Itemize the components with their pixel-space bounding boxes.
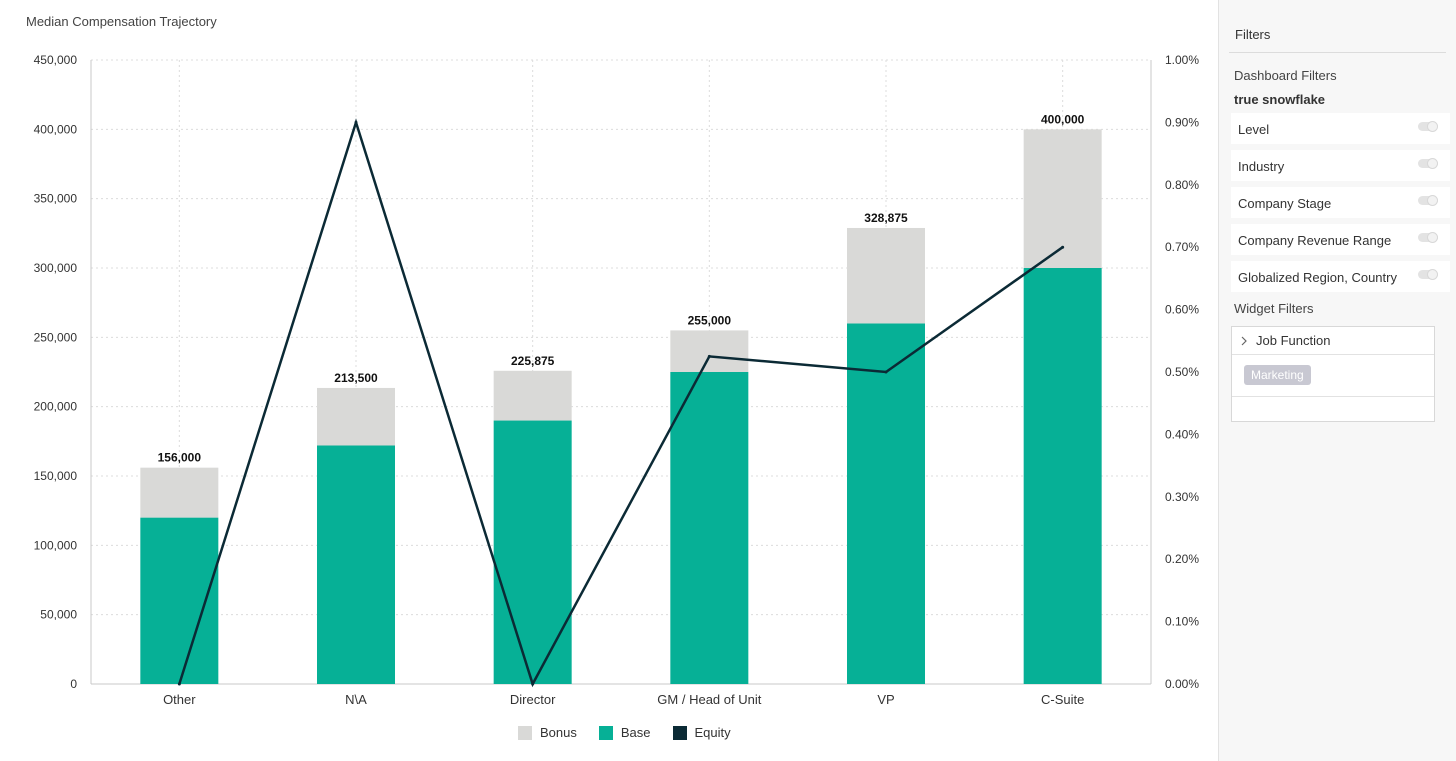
filter-toggle-company-revenue-range[interactable] (1418, 232, 1438, 243)
equity-point (354, 120, 358, 124)
x-tick-label: C-Suite (1041, 692, 1084, 707)
bar-total-label: 400,000 (1041, 112, 1085, 126)
bar-total-label: 213,500 (334, 371, 378, 385)
job-function-values: Marketing (1232, 355, 1434, 397)
filter-item-company-stage[interactable]: Company Stage (1231, 187, 1450, 218)
y-right-tick-label: 0.80% (1165, 178, 1199, 192)
y-right-tick-label: 0.10% (1165, 615, 1199, 629)
filter-group-name: true snowflake (1234, 92, 1326, 107)
x-tick-label: GM / Head of Unit (657, 692, 761, 707)
x-tick-label: Other (163, 692, 196, 707)
legend-label-equity: Equity (694, 725, 731, 740)
job-function-header[interactable]: Job Function (1232, 327, 1434, 355)
y-left-tick-label: 200,000 (34, 400, 78, 414)
filter-item-label: Globalized Region, Country (1238, 270, 1397, 285)
legend-swatch-base (598, 725, 613, 740)
y-right-tick-label: 0.50% (1165, 365, 1199, 379)
legend-item-bonus[interactable]: Bonus (518, 725, 577, 740)
equity-point (177, 682, 181, 686)
bar-base (670, 372, 749, 684)
y-left-tick-label: 450,000 (34, 53, 78, 67)
filter-item-industry[interactable]: Industry (1231, 150, 1450, 181)
filter-toggle-company-stage[interactable] (1418, 195, 1438, 206)
chevron-right-icon (1241, 336, 1247, 345)
bar-bonus (670, 330, 749, 372)
bar-base (317, 445, 395, 684)
filter-item-label: Industry (1238, 159, 1285, 174)
y-left-tick-label: 150,000 (34, 469, 78, 483)
compensation-chart: 0 50,000 100,000 150,000 200,000 250,000 300,0… (34, 53, 1200, 707)
y-left-tick-label: 250,000 (34, 330, 78, 344)
bar-bonus (847, 227, 925, 324)
job-function-label: Job Function (1256, 333, 1331, 348)
filter-item-level[interactable]: Level (1231, 113, 1450, 144)
y-right-tick-label: 1.00% (1165, 53, 1199, 67)
y-left-tick-label: 350,000 (34, 192, 78, 206)
series-line-equity (178, 118, 1064, 688)
y-right-tick-label: 0.20% (1165, 552, 1199, 566)
y-right-tick-label: 0.40% (1165, 427, 1199, 441)
chart-legend: Bonus Base Equity (518, 725, 731, 740)
legend-label-bonus: Bonus (540, 725, 577, 740)
filter-item-globalized-region[interactable]: Globalized Region, Country (1231, 261, 1450, 292)
selected-value-chip[interactable]: Marketing (1244, 365, 1311, 385)
job-function-footer[interactable] (1232, 397, 1434, 421)
equity-point (884, 370, 888, 374)
bar-total-label: 156,000 (158, 451, 202, 465)
bar-base (493, 420, 572, 684)
legend-item-equity[interactable]: Equity (672, 725, 731, 740)
filter-toggle-globalized-region[interactable] (1418, 269, 1438, 280)
y-right-tick-label: 0.30% (1165, 490, 1199, 504)
bar-bonus (140, 467, 219, 518)
bar-base (847, 323, 925, 684)
bar-bonus (317, 387, 395, 446)
job-function-filter: Job Function Marketing (1231, 326, 1435, 422)
bar-total-label: 255,000 (688, 313, 732, 327)
filter-item-label: Company Revenue Range (1238, 233, 1392, 248)
y-left-tick-label: 300,000 (34, 261, 78, 275)
filters-panel: Filters Dashboard Filters true snowflake… (1218, 0, 1456, 761)
filter-item-company-revenue-range[interactable]: Company Revenue Range (1231, 224, 1450, 255)
y-right-tick-label: 0.00% (1165, 677, 1199, 691)
equity-point (707, 354, 711, 358)
y-left-tick-label: 400,000 (34, 122, 78, 136)
bar-total-label: 328,875 (864, 211, 908, 225)
y-left-tick-label: 100,000 (34, 538, 78, 552)
bar-bonus (493, 370, 572, 421)
legend-item-base[interactable]: Base (598, 725, 651, 740)
y-left-tick-label: 50,000 (40, 608, 77, 622)
legend-swatch-bonus (518, 725, 532, 740)
bar-total-label: 225,875 (511, 354, 555, 368)
y-left-tick-label: 0 (70, 677, 77, 691)
y-right-tick-label: 0.60% (1165, 303, 1199, 317)
filter-toggle-industry[interactable] (1418, 158, 1438, 169)
filter-item-label: Company Stage (1238, 196, 1332, 211)
filter-toggle-level[interactable] (1418, 121, 1438, 132)
chart-title: Median Compensation Trajectory (26, 14, 217, 29)
bar-bonus (1023, 129, 1102, 268)
legend-label-base: Base (620, 725, 651, 740)
equity-point (1061, 245, 1065, 249)
filter-item-label: Level (1238, 122, 1270, 137)
y-right-tick-label: 0.70% (1165, 240, 1199, 254)
equity-point (531, 682, 535, 686)
x-tick-label: N\A (345, 692, 367, 707)
y-right-tick-label: 0.90% (1165, 115, 1199, 129)
legend-swatch-equity (672, 725, 687, 740)
filters-title: Filters (1229, 0, 1446, 53)
dashboard-filters-label: Dashboard Filters (1234, 68, 1337, 83)
x-tick-label: Director (510, 692, 556, 707)
widget-filters-label: Widget Filters (1234, 301, 1314, 316)
bar-base (1023, 268, 1102, 684)
x-tick-label: VP (877, 692, 894, 707)
